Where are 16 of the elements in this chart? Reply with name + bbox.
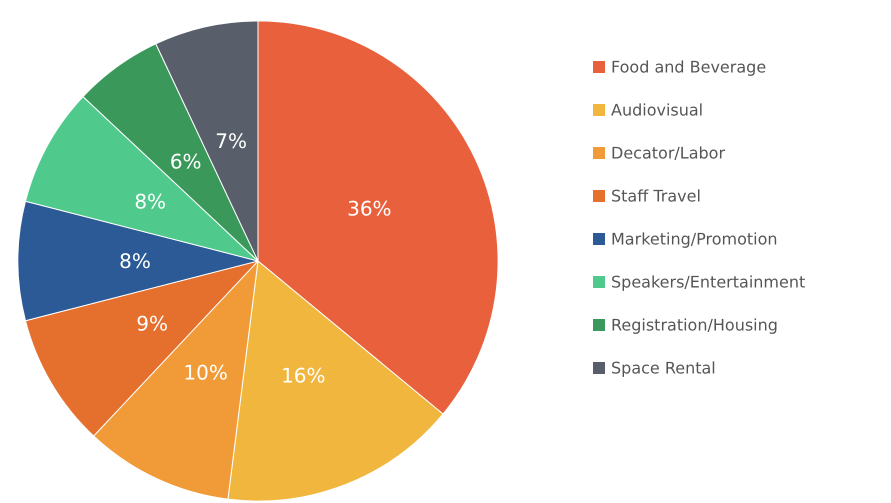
legend-label: Space Rental <box>611 358 716 378</box>
data-label: 7% <box>215 128 248 153</box>
data-label: 16% <box>281 363 326 388</box>
legend-label: Staff Travel <box>611 186 701 206</box>
legend-label: Decator/Labor <box>611 144 726 162</box>
data-label: 10% <box>183 360 228 384</box>
data-label: 8% <box>134 190 166 214</box>
data-label: 36% <box>347 196 392 221</box>
legend-label: Food and Beverage <box>611 58 766 76</box>
legend-label: Marketing/Promotion <box>611 230 778 248</box>
legend-label: Speakers/Entertainment <box>611 272 806 292</box>
data-label: 9% <box>136 312 168 336</box>
legend-label: Audiovisual <box>611 100 704 120</box>
data-label: 6% <box>170 149 202 174</box>
legend-label: Registration/Housing <box>611 316 778 334</box>
data-label: 8% <box>119 249 151 273</box>
